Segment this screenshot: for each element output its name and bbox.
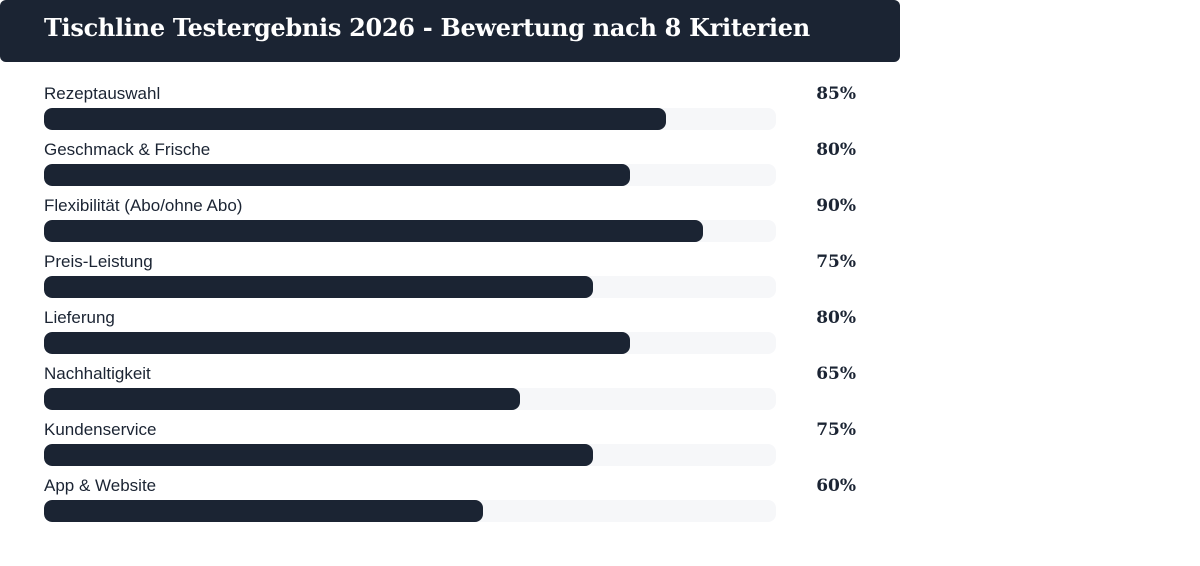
bar-label: Preis-Leistung (44, 252, 153, 271)
bar-row: Geschmack & Frische 80% (44, 138, 864, 194)
bar-row: Preis-Leistung 75% (44, 250, 864, 306)
bar-label: Flexibilität (Abo/ohne Abo) (44, 196, 243, 215)
bar-track (44, 332, 776, 354)
bar-label: Lieferung (44, 308, 115, 327)
bar-value-label: 80% (816, 140, 856, 160)
bar (44, 276, 593, 298)
bar-row: Kundenservice 75% (44, 418, 864, 474)
bar-track (44, 276, 776, 298)
bar (44, 500, 484, 522)
bar-value-label: 65% (816, 364, 856, 384)
bar-track (44, 108, 776, 130)
bar-label: Kundenservice (44, 420, 157, 439)
chart-header: Tischline Testergebnis 2026 - Bewertung … (0, 0, 900, 62)
bar (44, 108, 667, 130)
bar-value-label: 75% (816, 252, 856, 272)
bar-label: App & Website (44, 476, 157, 495)
bar-value-label: 75% (816, 420, 856, 440)
bar-track (44, 388, 776, 410)
bar-row: Nachhaltigkeit 65% (44, 362, 864, 418)
bar-row: Lieferung 80% (44, 306, 864, 362)
bar-value-label: 85% (816, 84, 856, 104)
bar-value-label: 60% (816, 476, 856, 496)
bar (44, 388, 520, 410)
bar-label: Geschmack & Frische (44, 140, 211, 159)
bar-row: App & Website 60% (44, 474, 864, 530)
bar-track (44, 444, 776, 466)
chart-title: Tischline Testergebnis 2026 - Bewertung … (44, 12, 810, 42)
bar (44, 164, 630, 186)
bar-row: Rezeptauswahl 85% (44, 82, 864, 138)
bar (44, 220, 703, 242)
bar-label: Rezeptauswahl (44, 84, 161, 103)
bar-track (44, 220, 776, 242)
bar (44, 444, 593, 466)
bar-label: Nachhaltigkeit (44, 364, 151, 383)
bar-row: Flexibilität (Abo/ohne Abo) 90% (44, 194, 864, 250)
bar-list: Rezeptauswahl 85% Geschmack & Frische 80% Fl… (44, 82, 864, 530)
bar-value-label: 80% (816, 308, 856, 328)
bar-track (44, 500, 776, 522)
bar-value-label: 90% (816, 196, 856, 216)
bar (44, 332, 630, 354)
bar-track (44, 164, 776, 186)
